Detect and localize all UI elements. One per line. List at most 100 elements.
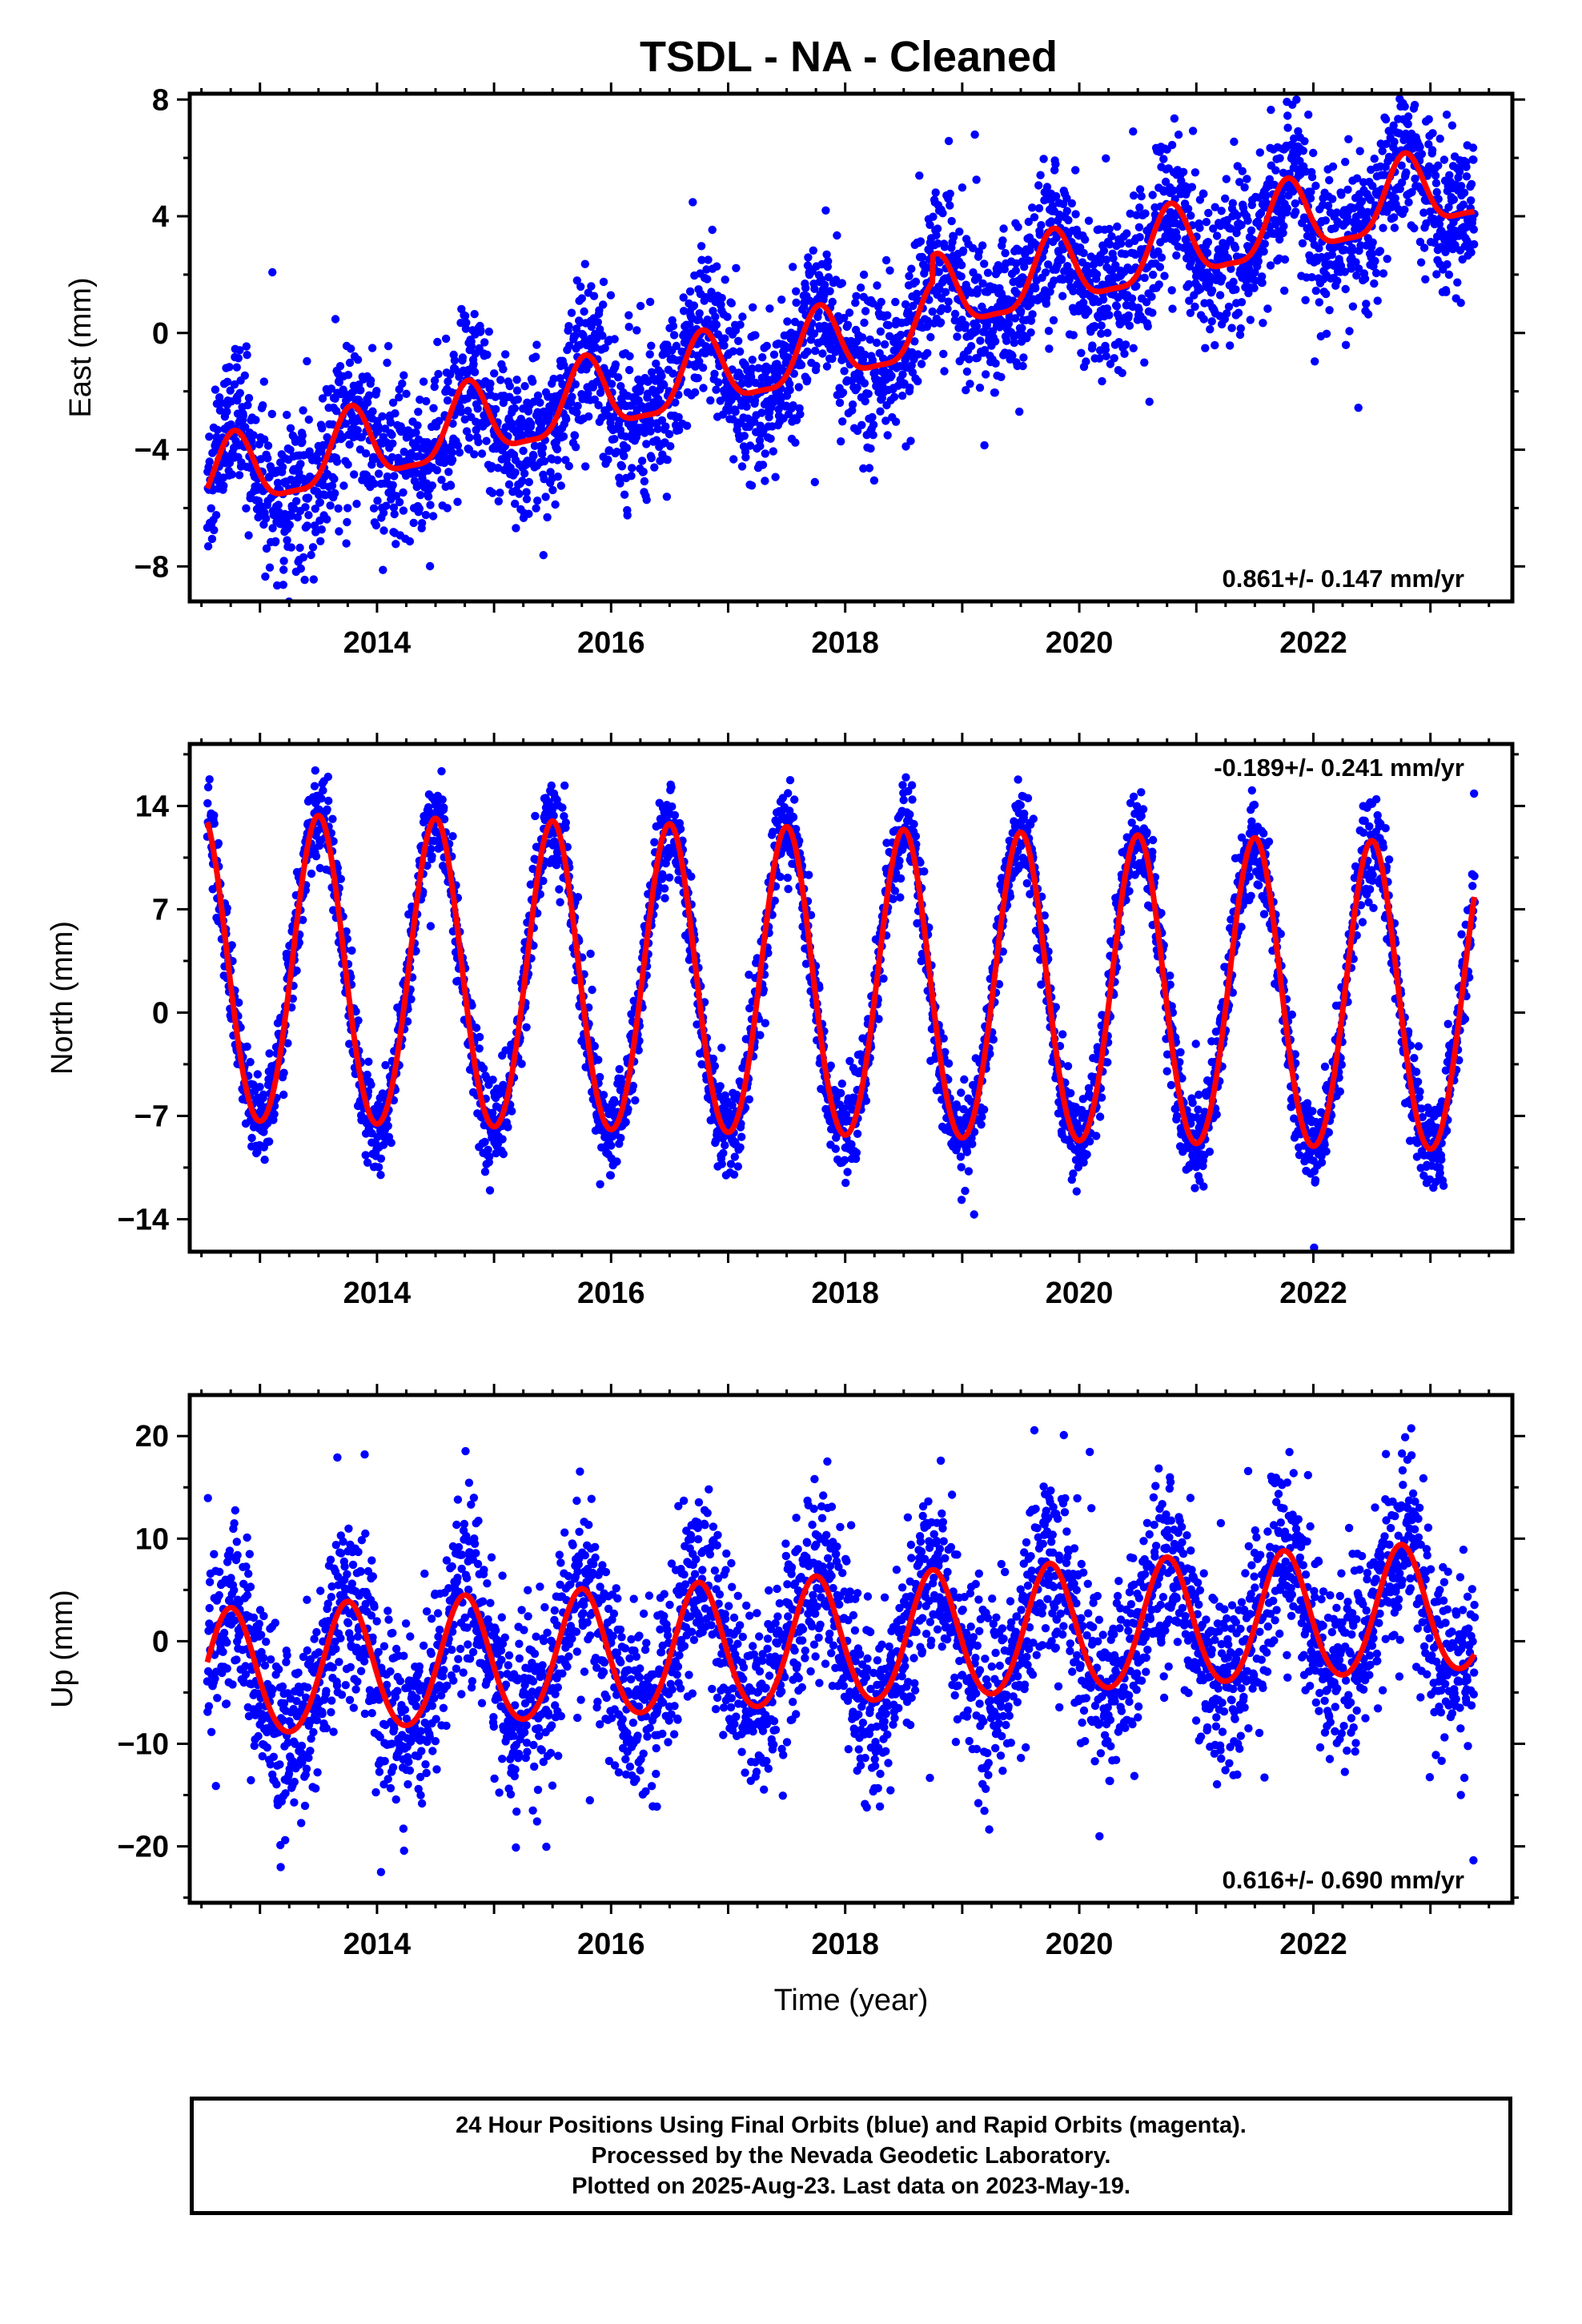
data-point xyxy=(1434,161,1443,170)
data-point xyxy=(587,282,596,291)
data-point xyxy=(370,479,379,489)
data-point xyxy=(304,415,313,424)
data-point xyxy=(318,424,327,432)
data-point xyxy=(244,393,254,403)
data-point xyxy=(287,475,295,485)
data-point xyxy=(1147,292,1156,301)
data-point xyxy=(731,326,741,335)
data-point xyxy=(1298,239,1307,247)
y-tick-label: −8 xyxy=(135,550,169,584)
data-point xyxy=(944,297,953,306)
data-point xyxy=(304,511,313,520)
data-point xyxy=(386,418,396,427)
data-point xyxy=(594,1055,603,1064)
data-point xyxy=(1403,119,1412,129)
data-point xyxy=(274,501,283,509)
data-point xyxy=(833,231,841,240)
data-point xyxy=(946,201,954,210)
data-point xyxy=(572,324,581,333)
data-point xyxy=(1467,196,1476,205)
data-point xyxy=(1071,210,1080,219)
data-point xyxy=(938,209,947,218)
data-point xyxy=(837,279,847,287)
data-point xyxy=(1098,376,1106,386)
data-point xyxy=(1049,316,1058,325)
data-point xyxy=(428,852,436,861)
data-point xyxy=(1341,158,1350,167)
data-point xyxy=(426,922,436,931)
data-point xyxy=(627,472,636,480)
data-point xyxy=(955,227,964,236)
data-point xyxy=(599,300,608,309)
data-point xyxy=(278,463,287,472)
data-point xyxy=(469,360,478,368)
data-point xyxy=(944,136,954,146)
data-point xyxy=(1325,175,1334,185)
data-point xyxy=(674,412,683,422)
data-point xyxy=(279,1090,288,1100)
data-point xyxy=(524,407,533,416)
data-point xyxy=(456,408,466,416)
data-point xyxy=(727,299,736,308)
data-point xyxy=(400,371,408,380)
data-point xyxy=(475,1044,484,1053)
data-point xyxy=(1045,344,1054,353)
data-point xyxy=(1135,185,1145,194)
data-point xyxy=(785,385,794,395)
data-point xyxy=(711,312,720,321)
data-point xyxy=(690,388,700,397)
data-point xyxy=(576,282,585,292)
data-point xyxy=(1267,106,1275,115)
data-point xyxy=(513,395,522,404)
data-point xyxy=(561,456,570,464)
data-point xyxy=(1408,70,1416,78)
data-point xyxy=(1322,289,1331,299)
data-point xyxy=(453,441,463,450)
data-point xyxy=(437,476,446,485)
data-point xyxy=(698,364,708,372)
data-point xyxy=(440,803,448,812)
data-point xyxy=(444,377,452,386)
data-point xyxy=(556,481,565,490)
data-point xyxy=(623,511,632,520)
data-point xyxy=(1381,115,1391,124)
data-point xyxy=(881,255,891,265)
data-point xyxy=(708,225,717,235)
data-point xyxy=(343,517,351,527)
data-point xyxy=(251,416,260,424)
data-point xyxy=(916,237,926,246)
data-point xyxy=(876,327,885,336)
data-point xyxy=(1403,85,1411,93)
data-point xyxy=(493,464,503,472)
data-point xyxy=(1309,148,1318,158)
data-point xyxy=(599,277,608,287)
data-point xyxy=(467,342,476,351)
data-point xyxy=(1028,310,1037,319)
data-point xyxy=(599,1091,608,1100)
data-point xyxy=(1299,147,1308,155)
data-point xyxy=(1018,361,1027,371)
data-point xyxy=(652,359,661,368)
data-point xyxy=(285,521,294,529)
data-point xyxy=(946,189,954,199)
data-point xyxy=(391,409,400,418)
data-point xyxy=(529,452,538,460)
data-point xyxy=(553,456,562,464)
data-point xyxy=(1311,357,1319,366)
data-point xyxy=(1468,143,1478,152)
data-point xyxy=(1259,247,1268,256)
data-point xyxy=(721,275,729,284)
data-point xyxy=(286,445,295,454)
data-point xyxy=(1129,191,1138,200)
data-point xyxy=(371,521,381,530)
data-point xyxy=(511,499,520,509)
data-point xyxy=(559,432,568,441)
data-point xyxy=(1157,253,1166,262)
data-point xyxy=(1345,327,1354,336)
data-point xyxy=(366,376,375,385)
data-point xyxy=(611,360,620,369)
data-point xyxy=(268,267,277,277)
data-point xyxy=(1143,322,1152,331)
